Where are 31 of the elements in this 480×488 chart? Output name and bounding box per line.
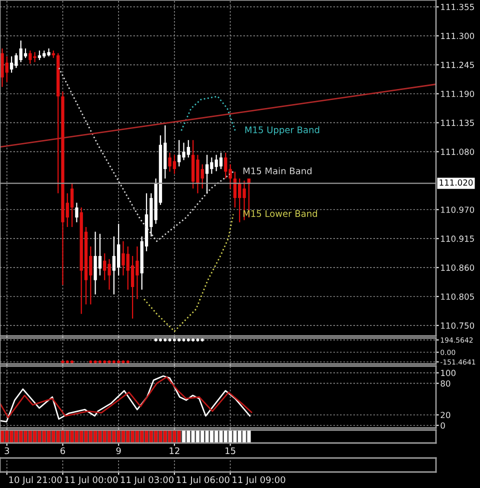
line-series [180, 96, 236, 132]
y-tick-label: 0 [440, 422, 445, 429]
series-label: M15 Upper Band [245, 126, 320, 135]
y-tick-label: 111.080 [441, 148, 474, 155]
line-series [58, 67, 234, 242]
y-tick-label: 110.915 [441, 236, 474, 242]
y-tick-label: 110.860 [441, 264, 474, 271]
text: 11 Jul 09:00 [232, 476, 286, 485]
x-tick-label: 15 [226, 447, 236, 454]
y-tick-label: 111.135 [441, 120, 474, 126]
y-tick-label: 111.355 [441, 4, 474, 10]
y-tick-label: 110.805 [441, 293, 474, 300]
y-tick-label: 110.970 [441, 206, 474, 213]
series-label: M15 Main Band [243, 167, 312, 174]
y-tick-label: 20 [440, 412, 450, 418]
ref-line-label: 111.020 [440, 179, 473, 186]
x-tick-label: 6 [60, 447, 66, 454]
y-tick-label: 111.245 [441, 62, 474, 68]
text: 10 Jul 21:00 [9, 476, 62, 485]
y-tick-label: 110.750 [441, 322, 474, 329]
y-tick-label: 111.190 [441, 90, 474, 98]
text: 11 Jul 06:00 [176, 476, 230, 485]
x-tick-label: 3 [4, 447, 10, 454]
x-tick-label: 12 [170, 447, 180, 454]
y-tick-label: 100 [441, 370, 456, 376]
line-series [143, 214, 234, 332]
y-tick-label: 80 [440, 380, 450, 387]
text: 11 Jul 00:00 [65, 476, 118, 485]
y-tick-label: 111.300 [441, 32, 474, 40]
text: 11 Jul 03:00 [120, 476, 174, 485]
x-tick-label: 9 [116, 447, 121, 454]
